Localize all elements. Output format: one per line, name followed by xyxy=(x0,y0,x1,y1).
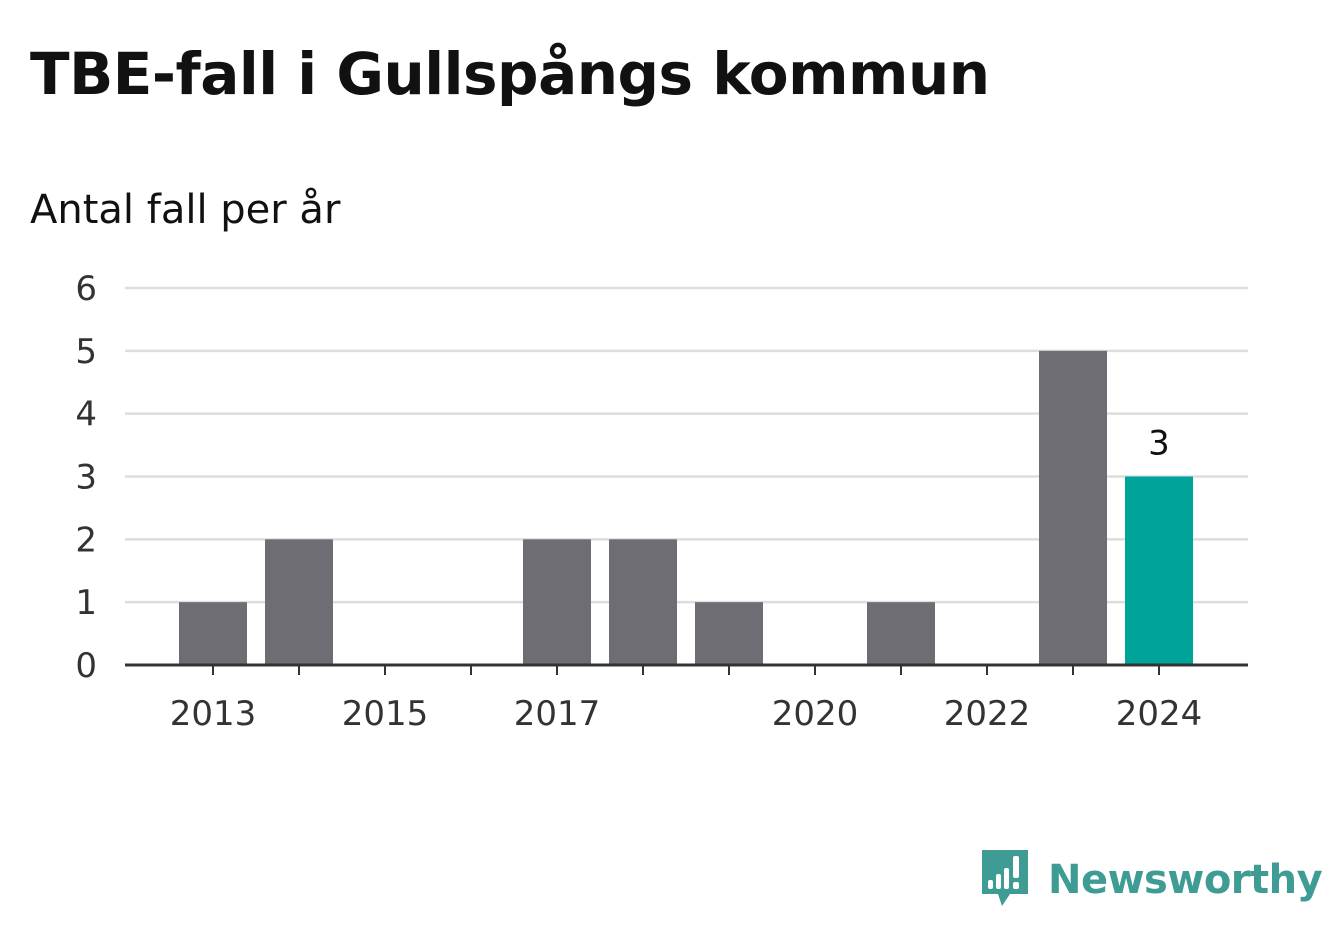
y-tick-label: 6 xyxy=(75,269,97,309)
x-tick-label: 2022 xyxy=(944,694,1031,734)
bar-2018 xyxy=(609,539,677,665)
bars xyxy=(179,350,1193,665)
x-tick-label: 2013 xyxy=(170,694,257,734)
newsworthy-logo-icon xyxy=(982,850,1028,906)
y-tick-label: 3 xyxy=(75,458,97,498)
data-label: 3 xyxy=(1148,424,1170,464)
x-tick-label: 2024 xyxy=(1116,694,1203,734)
chart-title: TBE-fall i Gullspångs kommun xyxy=(30,40,990,108)
y-tick-label: 4 xyxy=(75,395,97,435)
x-axis-ticks: 2013 2015 2017 2020 2022 2024 xyxy=(170,694,1203,734)
x-tick-label: 2020 xyxy=(772,694,859,734)
bar-2023 xyxy=(1039,350,1107,665)
brand-name: Newsworthy xyxy=(1048,857,1322,903)
bar-2013 xyxy=(179,602,247,665)
y-tick-label: 2 xyxy=(75,520,97,560)
bar-2024 xyxy=(1125,476,1193,665)
bar-2021 xyxy=(867,602,935,665)
x-axis xyxy=(125,663,1248,675)
y-tick-label: 0 xyxy=(75,646,97,686)
y-tick-label: 5 xyxy=(75,332,97,372)
bar-2014 xyxy=(265,539,333,665)
x-tick-label: 2015 xyxy=(342,694,429,734)
bar-2019 xyxy=(695,602,763,665)
chart-subtitle: Antal fall per år xyxy=(30,187,341,233)
data-labels: 3 xyxy=(1148,424,1170,464)
y-tick-label: 1 xyxy=(75,583,97,623)
brand-logo: Newsworthy xyxy=(980,848,1322,912)
y-axis-ticks: 0 1 2 3 4 5 6 xyxy=(75,269,97,686)
bar-2017 xyxy=(523,539,591,665)
x-tick-label: 2017 xyxy=(514,694,601,734)
